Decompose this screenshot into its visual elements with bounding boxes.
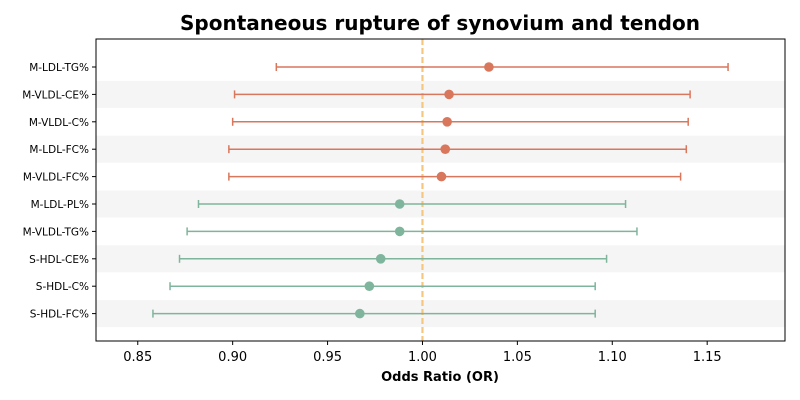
forest-row <box>233 89 691 100</box>
chart-title: Spontaneous rupture of synovium and tend… <box>180 11 700 35</box>
x-tick-label: 1.05 <box>503 350 532 365</box>
forest-row <box>275 62 729 72</box>
x-tick-label: 1.10 <box>598 350 627 365</box>
or-point <box>444 89 454 100</box>
plot-frame <box>95 38 786 342</box>
forest-row <box>228 144 688 154</box>
y-tick-label: M-VLDL-CE% <box>22 89 89 101</box>
y-tick-label: M-LDL-FC% <box>29 144 89 156</box>
forest-row <box>231 117 689 127</box>
y-tick-label: M-LDL-PL% <box>31 199 89 211</box>
y-tick-label: M-VLDL-FC% <box>23 172 89 184</box>
x-tick-label: 1.00 <box>408 350 437 365</box>
or-point <box>484 62 494 72</box>
y-tick-label: S-HDL-CE% <box>29 254 89 266</box>
x-tick-label: 0.90 <box>218 350 247 365</box>
or-point <box>440 144 451 154</box>
y-tick-label: M-LDL-TG% <box>29 62 89 74</box>
y-axis: M-LDL-TG% M-VLDL-CE% M-VLDL-C% M-LDL-FC% M-V… <box>22 62 96 321</box>
x-axis: 0.85 0.90 0.95 1.00 1.05 1.10 1.15 <box>123 341 722 365</box>
y-tick-label: S-HDL-FC% <box>30 309 89 321</box>
forest-row <box>169 281 596 292</box>
x-tick-label: 0.95 <box>313 350 342 365</box>
y-tick-label: M-VLDL-C% <box>29 117 89 129</box>
x-tick-label: 0.85 <box>123 350 152 365</box>
or-point <box>436 171 447 182</box>
forest-row <box>228 171 682 182</box>
or-point <box>394 199 405 209</box>
forest-row <box>178 253 608 264</box>
y-tick-label: S-HDL-C% <box>36 281 89 293</box>
or-point <box>364 281 375 292</box>
or-point <box>442 117 452 127</box>
or-point <box>394 226 405 237</box>
forest-row <box>152 308 596 319</box>
forest-row <box>197 199 627 209</box>
data-marks <box>152 62 729 319</box>
or-point <box>375 253 386 264</box>
x-axis-label: Odds Ratio (OR) <box>381 370 499 385</box>
y-tick-label: M-VLDL-TG% <box>23 226 89 238</box>
x-tick-label: 1.15 <box>693 350 722 365</box>
forest-row <box>186 226 638 237</box>
or-point <box>355 308 365 319</box>
